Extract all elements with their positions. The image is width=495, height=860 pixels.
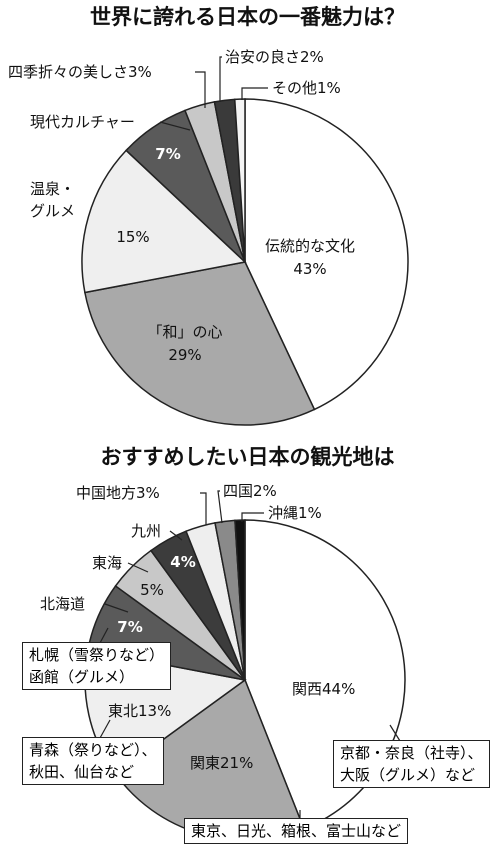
annotation-line: 京都・奈良（社寺）、 — [340, 744, 483, 762]
slice-label: 関東 21% — [190, 752, 253, 774]
value-label: 29% — [168, 346, 202, 364]
slice-label: 四国 2% — [223, 480, 277, 502]
category-label: 沖縄 — [268, 504, 299, 522]
value-label: 4% — [170, 553, 196, 571]
pie-slice — [84, 261, 316, 426]
slice-label: 四季折々の美しさ 3% — [8, 61, 152, 83]
category-label: 中国地方 — [76, 484, 137, 502]
chart-title: おすすめしたい日本の観光地は — [100, 445, 395, 469]
leader-line — [104, 603, 129, 613]
leader-line — [127, 562, 149, 573]
category-label: 四国 — [223, 482, 254, 500]
category-label: 現代カルチャー — [30, 113, 135, 131]
value-label: 44% — [322, 680, 356, 698]
slice-label: その他 1% — [272, 77, 341, 99]
category-label: 北海道 — [40, 595, 86, 613]
annotation-line: 秋田、仙台など — [29, 763, 135, 781]
leader-line — [99, 627, 109, 644]
category-label: 伝統的な文化 — [264, 237, 356, 255]
annotation-box: 京都・奈良（社寺）、 大阪（グルメ）など — [333, 740, 490, 788]
annotation-line: 大阪（グルメ）など — [340, 766, 476, 784]
value-label: 1% — [317, 79, 341, 97]
annotation-box: 青森（祭りなど）、 秋田、仙台など — [22, 737, 164, 785]
value-label: 2% — [253, 482, 277, 500]
value-label: 15% — [116, 228, 150, 246]
leader-line — [219, 56, 222, 102]
value-label: 21% — [220, 754, 254, 772]
category-label: 温泉・ グルメ — [30, 180, 76, 220]
value-label: 3% — [128, 63, 152, 81]
pie-slice — [244, 98, 409, 411]
annotation-box: 東京、日光、箱根、富士山など — [184, 818, 409, 844]
leader-line — [200, 492, 207, 525]
pie-slice — [234, 519, 246, 681]
leader-line — [169, 530, 183, 541]
annotation-line: 青森（祭りなど）、 — [29, 741, 157, 759]
category-label: 治安の良さ — [225, 48, 301, 66]
slice-label: 沖縄 1% — [268, 502, 322, 524]
category-label: 関西 — [292, 680, 323, 698]
value-label: 3% — [136, 484, 160, 502]
slice-label: 東北 13% — [108, 700, 171, 722]
value-label: 13% — [138, 702, 172, 720]
chart-title: 世界に誇れる日本の一番魅力は？ — [90, 5, 405, 29]
pie-slice — [81, 149, 247, 294]
category-label: 九州 — [131, 522, 162, 540]
leader-line — [99, 719, 111, 739]
category-label: 東北 — [108, 702, 139, 720]
leader-line — [195, 71, 206, 108]
leader-line — [217, 490, 223, 524]
annotation-box: 札幌（雪祭りなど） 函館（グルメ） — [22, 642, 172, 690]
value-label: 43% — [293, 260, 327, 278]
category-label: その他 — [272, 79, 318, 97]
annotation-line: 東京、日光、箱根、富士山など — [191, 822, 402, 840]
category-label: 東海 — [92, 554, 123, 572]
category-label: 四季折々の美しさ — [8, 63, 129, 81]
slice-label: 関西 44% — [292, 678, 355, 700]
category-label: 「和」の心 — [147, 323, 223, 341]
annotation-line: 函館（グルメ） — [29, 668, 135, 686]
value-label: 2% — [300, 48, 324, 66]
leader-line — [159, 121, 191, 131]
annotation-line: 札幌（雪祭りなど） — [29, 646, 165, 664]
leader-line — [389, 724, 401, 742]
value-label: 1% — [298, 504, 322, 522]
value-label: 5% — [140, 581, 164, 599]
slice-label: 中国地方 3% — [76, 482, 160, 504]
slice-label: 治安の良さ 2% — [225, 46, 324, 68]
value-label: 7% — [117, 618, 143, 636]
leader-line — [241, 512, 264, 522]
pie-slice — [233, 98, 246, 263]
leader-line — [241, 87, 268, 100]
value-label: 7% — [155, 145, 181, 163]
category-label: 関東 — [190, 754, 221, 772]
